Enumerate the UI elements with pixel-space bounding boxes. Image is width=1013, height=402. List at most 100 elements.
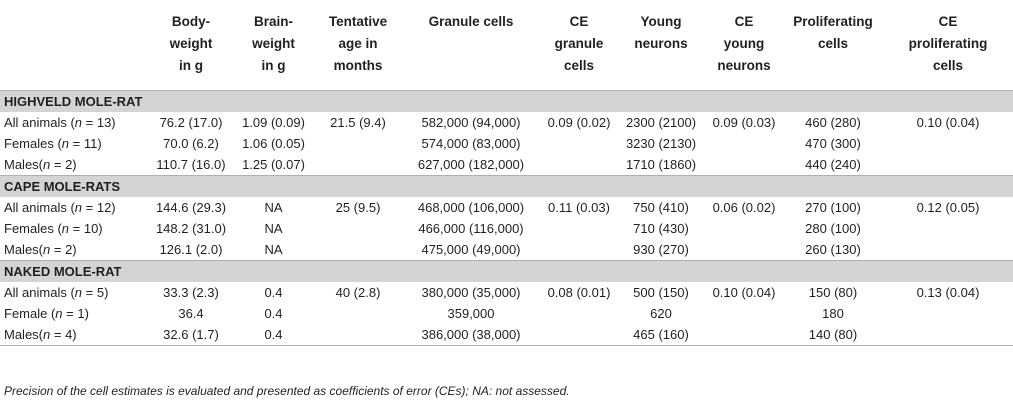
table-row: Males(n = 4) 32.6 (1.7) 0.4 386,000 (38,000… [0,324,1013,346]
table-cell: 2300 (2100) [625,115,697,130]
table-cell: 70.0 (6.2) [163,136,219,151]
column-header-line: in g [179,58,203,73]
column-header-line: Brain- [253,14,293,29]
table-cell [883,324,1013,346]
row-label-n: n [55,306,63,321]
row-label: Female (n = 1) [0,303,150,324]
table-cell: 0.08 (0.01) [547,285,611,300]
row-label-text: All animals ( [4,115,75,130]
table-cell: 0.11 (0.03) [548,200,610,215]
table-cell: 0.4 [264,285,283,300]
table-cell: 359,000 [447,306,495,321]
footnote: Precision of the cell estimates is evalu… [4,384,570,398]
table-cell: 76.2 (17.0) [159,115,223,130]
row-label-count: = 2) [50,241,77,257]
table-row: All animals (n = 5) 33.3 (2.3) 0.4 40 (2.8)… [0,282,1013,303]
table-cell: 627,000 (182,000) [401,154,541,176]
section-row: HIGHVELD MOLE-RAT [0,90,1013,112]
row-label: All animals (n = 13) [0,112,150,133]
table-cell [541,154,617,176]
table-cell: 126.1 (2.0) [150,239,232,261]
table-body: HIGHVELD MOLE-RAT All animals (n = 13) 76.… [0,90,1013,346]
table-cell [883,218,1013,239]
column-header-line: proliferating [908,36,988,51]
data-table: Body-weight in g Brain-weight in g Tentative… [0,0,1013,346]
table-cell: 1.25 (0.07) [232,154,315,176]
table-row: All animals (n = 12) 144.6 (29.3) NA 25 (9.… [0,197,1013,218]
column-header-line: CE [938,14,958,29]
table-cell: 930 (270) [617,239,705,261]
table-cell: 110.7 (16.0) [150,154,232,176]
table-cell: 0.13 (0.04) [916,285,980,300]
table-cell [705,239,783,261]
column-header-6: Young neurons [617,0,705,90]
column-header-line: neurons [717,58,771,73]
column-header-3: Tentative age in months [315,0,401,90]
table-cell: 25 (9.5) [335,200,381,215]
column-header-line: weight [169,36,213,51]
table-row: Females (n = 11) 70.0 (6.2) 1.06 (0.05) 574… [0,133,1013,154]
column-header-7: CE young neurons [705,0,783,90]
table-cell: NA [264,221,283,236]
row-label-n: n [43,241,51,257]
row-label-count: = 2) [50,156,77,172]
table-cell [705,324,783,346]
row-label-text: Females ( [4,221,62,236]
column-header-line: Proliferating [793,14,873,29]
table-cell: 710 (430) [633,221,689,236]
row-label-n: n [74,285,83,300]
column-header-line: neurons [634,36,688,51]
table-cell [705,133,783,154]
table-cell: 260 (130) [783,239,883,261]
column-header-line: weight [252,36,295,51]
table-cell: 582,000 (94,000) [421,115,521,130]
section-title: HIGHVELD MOLE-RAT [4,94,143,110]
table-cell: 280 (100) [805,221,861,236]
table-cell: 0.09 (0.03) [712,115,776,130]
table-cell: 144.6 (29.3) [155,200,227,215]
row-label-count: = 1) [62,306,89,321]
table-cell: 470 (300) [805,136,861,151]
row-label-text: Males( [4,326,44,342]
table-cell [541,218,617,239]
row-label-count: = 12) [82,200,116,215]
row-label-count: = 5) [82,285,109,300]
column-header-2: Brain-weight in g [232,0,315,90]
column-header-line: CE [569,14,589,29]
table-cell [541,239,617,261]
table-cell: 1.06 (0.05) [242,136,305,151]
table-cell: 0.10 (0.04) [712,285,776,300]
table-cell: 21.5 (9.4) [330,115,386,130]
row-label-n: n [43,326,51,342]
row-label-count: = 11) [69,136,102,151]
row-label: All animals (n = 5) [0,282,150,303]
table-cell: 36.4 [178,306,204,321]
row-label-text: All animals ( [4,285,75,300]
row-label-text: Females ( [4,136,62,151]
column-header-5: CE granule cells [541,0,617,90]
header-row: Body-weight in g Brain-weight in g Tentative… [0,0,1013,90]
column-header-line: cells [932,58,964,73]
section-title: CAPE MOLE-RATS [4,179,121,195]
table-cell: 475,000 (49,000) [401,239,541,261]
column-header-line: cells [563,58,595,73]
table-cell: 140 (80) [783,324,883,346]
table-row: Males(n = 2) 126.1 (2.0) NA 475,000 (49,000… [0,239,1013,261]
table-cell: 500 (150) [633,285,689,300]
column-header-line: months [333,58,383,73]
row-label-n: n [43,156,51,172]
table-cell [315,239,401,261]
row-label: Males(n = 4) [0,324,150,346]
column-header-line: age in [338,36,378,51]
table-cell [883,303,1013,324]
column-header-line: Young [640,14,682,29]
table-cell: 0.12 (0.05) [916,200,980,215]
table-cell: 150 (80) [808,285,858,300]
table-cell [883,239,1013,261]
table-cell [541,324,617,346]
table-cell: 0.4 [232,324,315,346]
table-cell [883,133,1013,154]
table-cell [883,154,1013,176]
table-cell [315,324,401,346]
column-header-0 [0,0,150,90]
